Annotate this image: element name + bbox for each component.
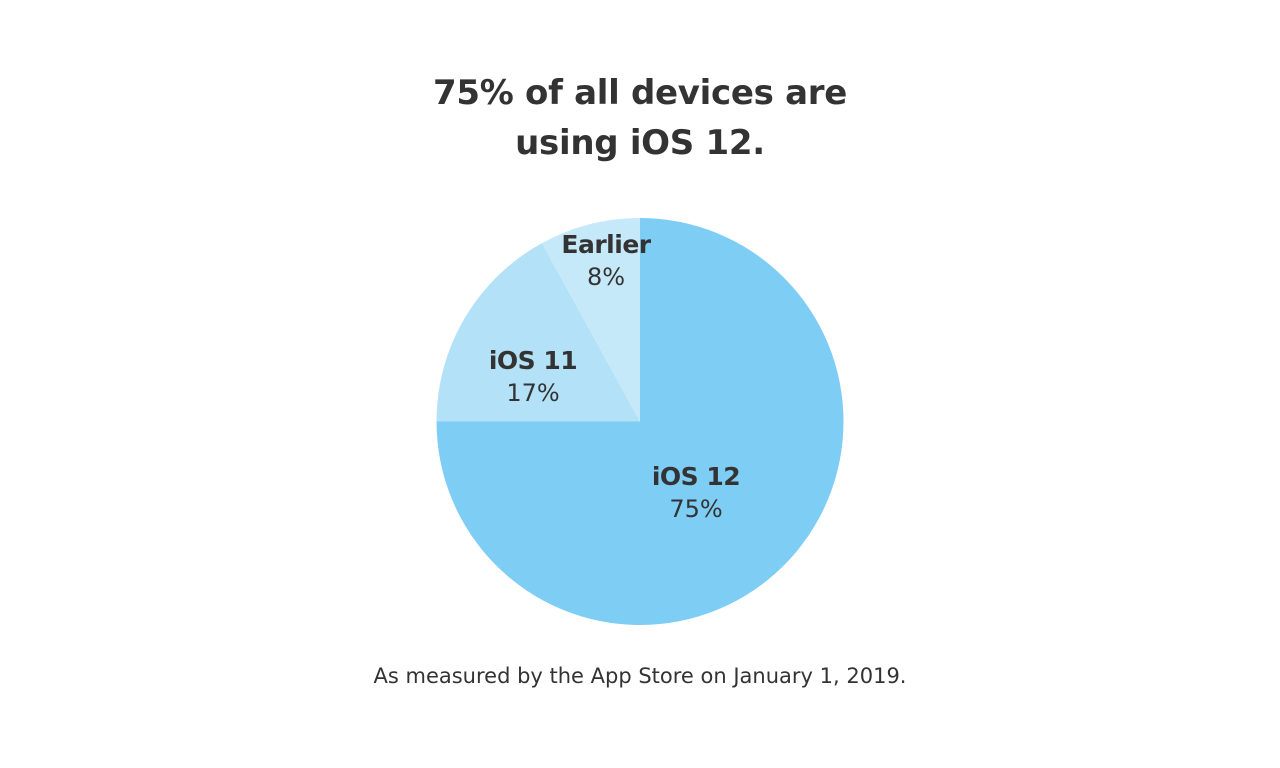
chart-title: 75% of all devices are using iOS 12. <box>0 68 1280 168</box>
slice-label-ios11: iOS 11 17% <box>488 345 578 409</box>
slice-name-ios11: iOS 11 <box>488 346 578 375</box>
slice-percent-earlier: 8% <box>586 263 626 291</box>
slice-label-earlier: Earlier 8% <box>561 229 651 293</box>
pie-slice-earlier <box>541 218 640 422</box>
slice-label-ios12: iOS 12 75% <box>651 461 741 525</box>
slice-name-ios12: iOS 12 <box>651 462 741 491</box>
slice-name-earlier: Earlier <box>561 230 651 259</box>
pie-slice-ios11 <box>436 243 640 422</box>
slice-percent-ios12: 75% <box>669 495 723 523</box>
chart-title-line-2: using iOS 12. <box>515 123 765 163</box>
slice-percent-ios11: 17% <box>506 379 560 407</box>
chart-footnote: As measured by the App Store on January … <box>373 664 907 688</box>
chart-title-line-1: 75% of all devices are <box>433 73 847 113</box>
